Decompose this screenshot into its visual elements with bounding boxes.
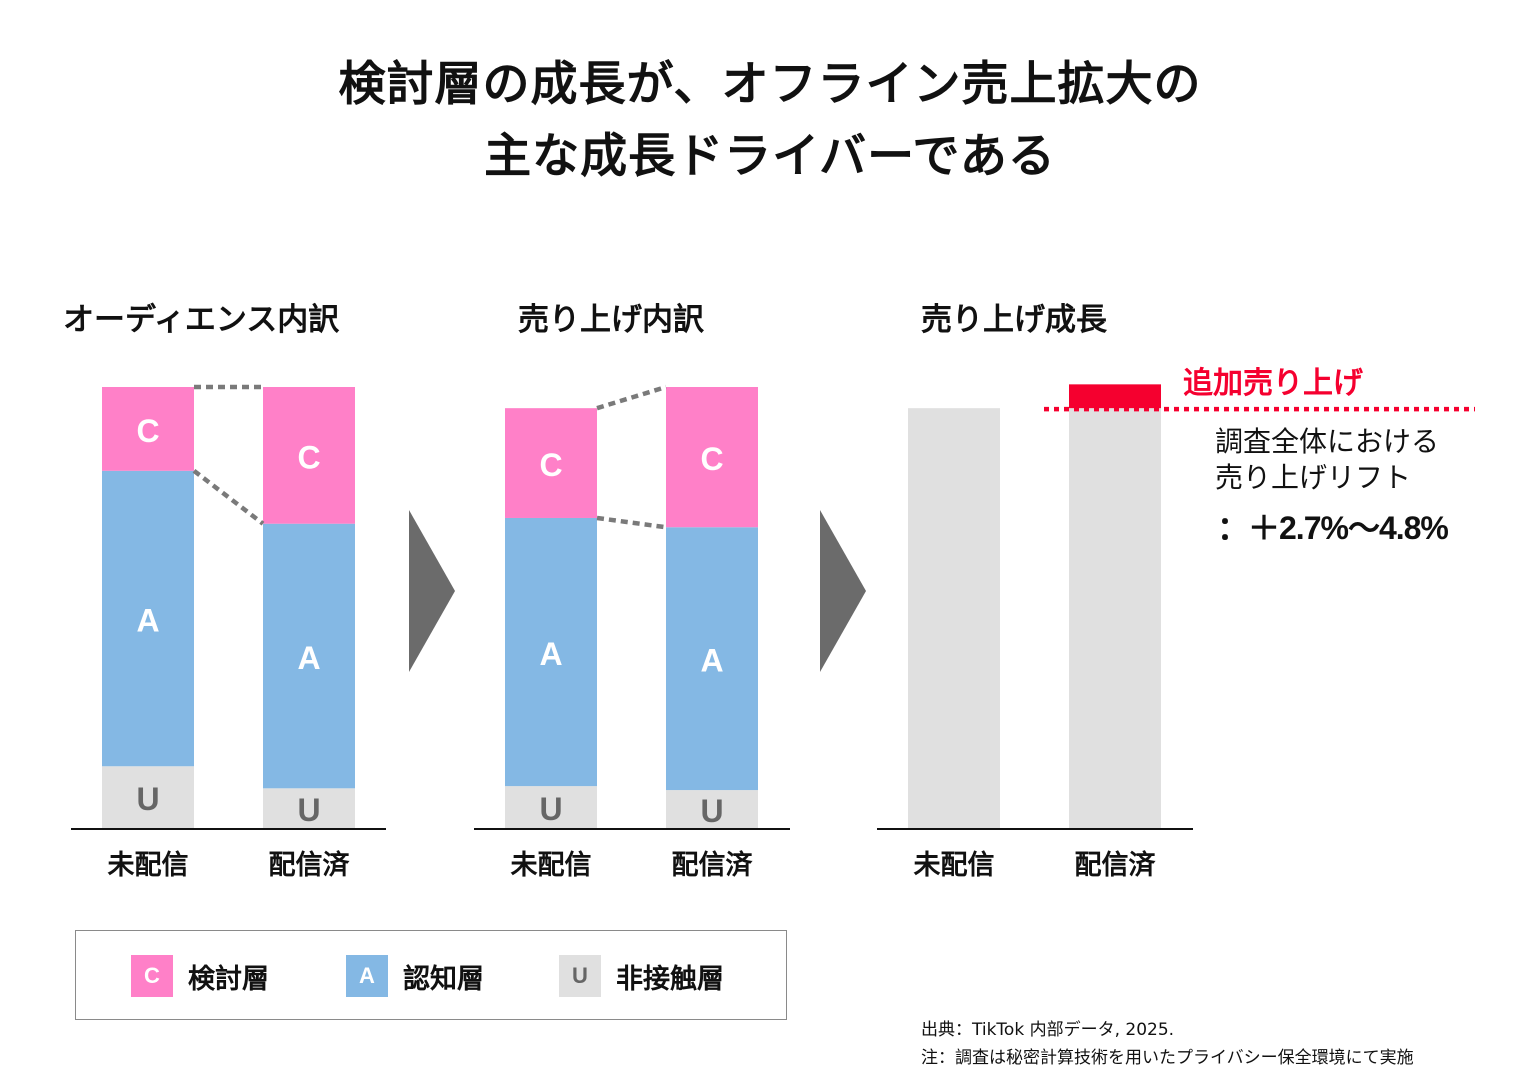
bar-letter-awareness: A bbox=[136, 603, 159, 639]
bar-letter-consideration: C bbox=[539, 447, 562, 483]
legend-label-unexposed: 非接触層 bbox=[616, 963, 724, 995]
legend-label-awareness: 認知層 bbox=[403, 963, 484, 995]
lift-description-line-1: 調査全体における bbox=[1215, 425, 1440, 458]
bar-segment-consideration bbox=[666, 387, 758, 528]
bar-letter-consideration: C bbox=[700, 441, 723, 477]
category-label: 未配信 bbox=[914, 850, 995, 881]
bar-segment-unexposed bbox=[666, 790, 758, 828]
bar-segment-unexposed bbox=[263, 788, 355, 828]
bar-letter-consideration: C bbox=[136, 413, 159, 449]
bar-letter-unexposed: U bbox=[136, 781, 159, 817]
bar-letter-unexposed: U bbox=[700, 793, 723, 829]
headline-line-2: 主な成長ドライバーである bbox=[484, 129, 1056, 184]
incremental-sales-label: 追加売り上げ bbox=[1183, 366, 1363, 401]
legend-swatch-awareness: A bbox=[346, 955, 388, 997]
bar-segment-consideration bbox=[505, 408, 597, 518]
legend: C 検討層 A 認知層 U 非接触層 bbox=[75, 930, 787, 1020]
lift-description: 調査全体における 売り上げリフト bbox=[1215, 424, 1439, 496]
bar-segment-base-sales bbox=[908, 408, 1000, 828]
category-label: 配信済 bbox=[672, 849, 754, 881]
connector-bottom bbox=[192, 469, 265, 526]
lift-value: ：＋2.7%～4.8% bbox=[1217, 510, 1449, 546]
category-label: 未配信 bbox=[511, 850, 592, 881]
category-label: 未配信 bbox=[108, 850, 189, 881]
bar-letter-consideration: C bbox=[297, 439, 320, 475]
headline-line-1: 検討層の成長が、オフライン売上拡大の bbox=[338, 57, 1202, 112]
bar-segment-awareness bbox=[102, 470, 194, 767]
bar-segment-unexposed bbox=[102, 766, 194, 828]
bar-letter-awareness: A bbox=[700, 643, 723, 679]
bar-segment-awareness bbox=[666, 527, 758, 791]
legend-item-consideration: C 検討層 bbox=[131, 955, 269, 997]
bar-segment-awareness bbox=[263, 523, 355, 789]
category-label: 配信済 bbox=[269, 849, 351, 881]
panel-title-audience: オーディエンス内訳 bbox=[63, 302, 340, 338]
panel-title-sales-growth: 売り上げ成長 bbox=[921, 302, 1107, 338]
legend-swatch-unexposed: U bbox=[559, 955, 601, 997]
bar-letter-unexposed: U bbox=[539, 791, 562, 827]
bar-letter-awareness: A bbox=[539, 636, 562, 672]
bar-segment-incremental-sales bbox=[1069, 384, 1161, 409]
arrow-right-icon bbox=[409, 510, 455, 672]
connector-bottom bbox=[596, 515, 667, 530]
bar-segment-awareness bbox=[505, 517, 597, 787]
lift-description-line-2: 売り上げリフト bbox=[1215, 461, 1412, 494]
connector-top bbox=[596, 384, 667, 411]
legend-item-unexposed: U 非接触層 bbox=[559, 955, 724, 997]
bar-letter-unexposed: U bbox=[297, 792, 320, 828]
bar-segment-base-sales bbox=[1069, 408, 1161, 828]
panel-title-sales-breakdown: 売り上げ内訳 bbox=[518, 302, 704, 338]
source-note: 出典：TikTok 内部データ, 2025. bbox=[921, 1020, 1175, 1040]
legend-label-consideration: 検討層 bbox=[188, 963, 269, 995]
bar-segment-consideration bbox=[102, 387, 194, 471]
arrow-right-icon bbox=[820, 510, 866, 672]
bar-segment-unexposed bbox=[505, 786, 597, 828]
legend-swatch-consideration: C bbox=[131, 955, 173, 997]
bar-segment-consideration bbox=[263, 387, 355, 524]
bar-letter-awareness: A bbox=[297, 640, 320, 676]
legend-item-awareness: A 認知層 bbox=[346, 955, 484, 997]
category-label: 配信済 bbox=[1075, 849, 1157, 881]
method-note: 注：調査は秘密計算技術を用いたプライバシー保全環境にて実施 bbox=[921, 1048, 1414, 1068]
